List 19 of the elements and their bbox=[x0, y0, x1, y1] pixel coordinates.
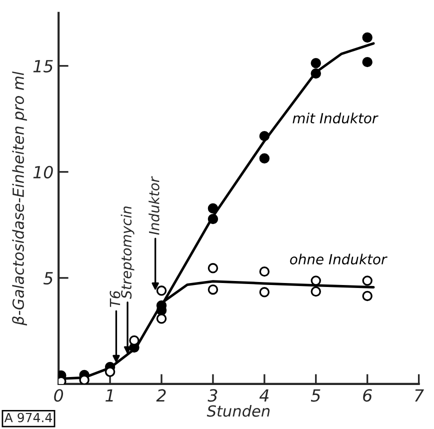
text: A 974.4 bbox=[4, 412, 52, 422]
y-tick-label: 5 bbox=[43, 272, 53, 284]
x-tick-label: 5 bbox=[310, 389, 320, 402]
x-axis-title: Stunden bbox=[206, 404, 270, 417]
series-label: mit Induktor bbox=[292, 112, 378, 124]
y-tick-label: 15 bbox=[33, 60, 53, 72]
x-tick-label: 2 bbox=[156, 389, 166, 402]
x-tick-label: 0 bbox=[54, 389, 64, 402]
x-tick-label: 6 bbox=[363, 389, 372, 402]
series-label: ohne Induktor bbox=[290, 254, 388, 264]
annotation: T6 bbox=[110, 290, 120, 308]
annotation: Induktor bbox=[148, 176, 160, 235]
y-tick-label: 10 bbox=[33, 166, 53, 178]
x-tick-label: 4 bbox=[259, 389, 269, 402]
annotation: Streptomycin bbox=[120, 206, 134, 299]
x-tick-label: 7 bbox=[415, 389, 424, 402]
y-axis-title: β-Galactosidase-Einheiten pro ml bbox=[12, 71, 27, 326]
x-tick-label: 3 bbox=[208, 389, 218, 402]
x-tick-label: 1 bbox=[106, 389, 113, 402]
